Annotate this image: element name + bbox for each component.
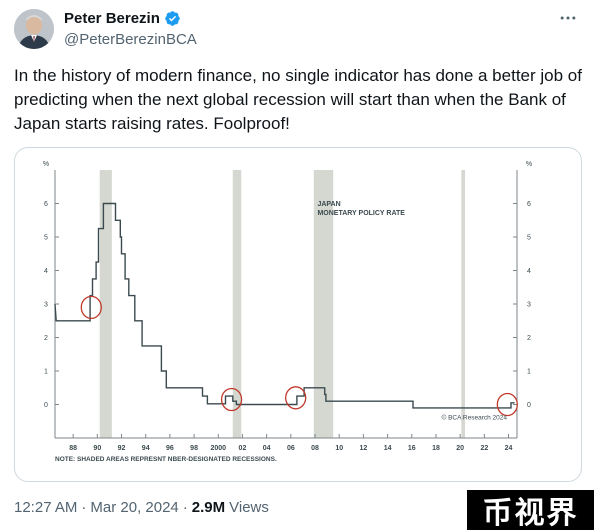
more-options-icon[interactable] [558, 8, 578, 28]
x-tick-label: 2000 [210, 445, 226, 452]
chart-image[interactable]: %% 0 0 1 1 2 2 3 3 4 4 5 5 6 6 88 90 92 94 96 98 2000 02 04 06 08… [14, 147, 582, 482]
x-tick-label: 10 [335, 445, 343, 452]
verified-badge-icon [165, 11, 180, 26]
tweet-time[interactable]: 12:27 AM [14, 499, 78, 516]
x-tick-label: 12 [360, 445, 368, 452]
x-tick-label: 16 [408, 445, 416, 452]
x-tick-label: 18 [432, 445, 440, 452]
y-tick-label-left: 0 [44, 402, 48, 409]
y-tick-label-left: 5 [44, 235, 48, 242]
tweet-meta: 12:27 AM · Mar 20, 2024 · 2.9M Views [14, 499, 269, 516]
y-tick-label-left: 1 [44, 369, 48, 376]
x-tick-label: 06 [287, 445, 295, 452]
x-tick-label: 24 [505, 445, 513, 452]
author-name[interactable]: Peter Berezin [64, 10, 160, 27]
chart-note: NOTE: SHADED AREAS REPRESNT NBER-DESIGNA… [55, 456, 277, 463]
meta-separator: · [182, 499, 188, 516]
views-count: 2.9M [191, 499, 226, 516]
author-handle[interactable]: @PeterBerezinBCA [64, 31, 197, 48]
meta-separator: · [81, 499, 87, 516]
author-name-row: Peter Berezin [64, 10, 181, 27]
x-tick-label: 96 [166, 445, 174, 452]
avatar-portrait [14, 9, 54, 49]
y-tick-label-right: 6 [527, 201, 531, 208]
views-label: Views [229, 499, 269, 516]
policy-rate-line [54, 202, 515, 409]
y-tick-label-left: 2 [44, 335, 48, 342]
highlight-circle [220, 387, 243, 412]
x-tick-label: 22 [480, 445, 488, 452]
y-tick-label-right: 2 [527, 335, 531, 342]
avatar[interactable] [14, 9, 54, 49]
x-tick-label: 08 [311, 445, 319, 452]
recession-band [313, 170, 334, 438]
policy-rate-chart: % %0 01 12 23 34 45 56 688 90 92 94 96 98 2000 02 04 06 08… [43, 161, 532, 463]
x-tick-label: 90 [93, 445, 101, 452]
y-tick-label-right: 3 [527, 302, 531, 309]
x-tick-label: 88 [69, 445, 77, 452]
y-unit-right: % [526, 161, 532, 168]
recession-band [461, 170, 465, 438]
y-unit-left: % [43, 161, 49, 168]
x-tick-label: 92 [118, 445, 126, 452]
highlight-circle [80, 295, 102, 320]
y-tick-label-left: 4 [44, 268, 48, 275]
y-tick-label-right: 4 [527, 268, 531, 275]
y-tick-label-right: 5 [527, 235, 531, 242]
x-tick-label: 20 [456, 445, 464, 452]
watermark-logo: 币视界 [467, 490, 594, 531]
x-tick-label: 98 [190, 445, 198, 452]
highlight-circle [496, 392, 518, 417]
chart-title-line: JAPAN [317, 201, 340, 208]
tweet-text: In the history of modern finance, no sin… [14, 66, 582, 133]
y-tick-label-left: 3 [44, 302, 48, 309]
highlight-circle [285, 386, 307, 410]
tweet-date[interactable]: Mar 20, 2024 [90, 499, 179, 516]
y-tick-label-right: 1 [527, 369, 531, 376]
y-tick-label-left: 6 [44, 201, 48, 208]
y-tick-label-right: 0 [527, 402, 531, 409]
x-tick-label: 94 [142, 445, 150, 452]
x-tick-label: 14 [384, 445, 392, 452]
x-tick-label: 04 [263, 445, 271, 452]
chart-title-line: MONETARY POLICY RATE [317, 210, 405, 217]
recession-band [99, 170, 112, 438]
x-tick-label: 02 [239, 445, 247, 452]
recession-band [232, 170, 242, 438]
chart-source: © BCA Research 2024 [442, 414, 508, 422]
